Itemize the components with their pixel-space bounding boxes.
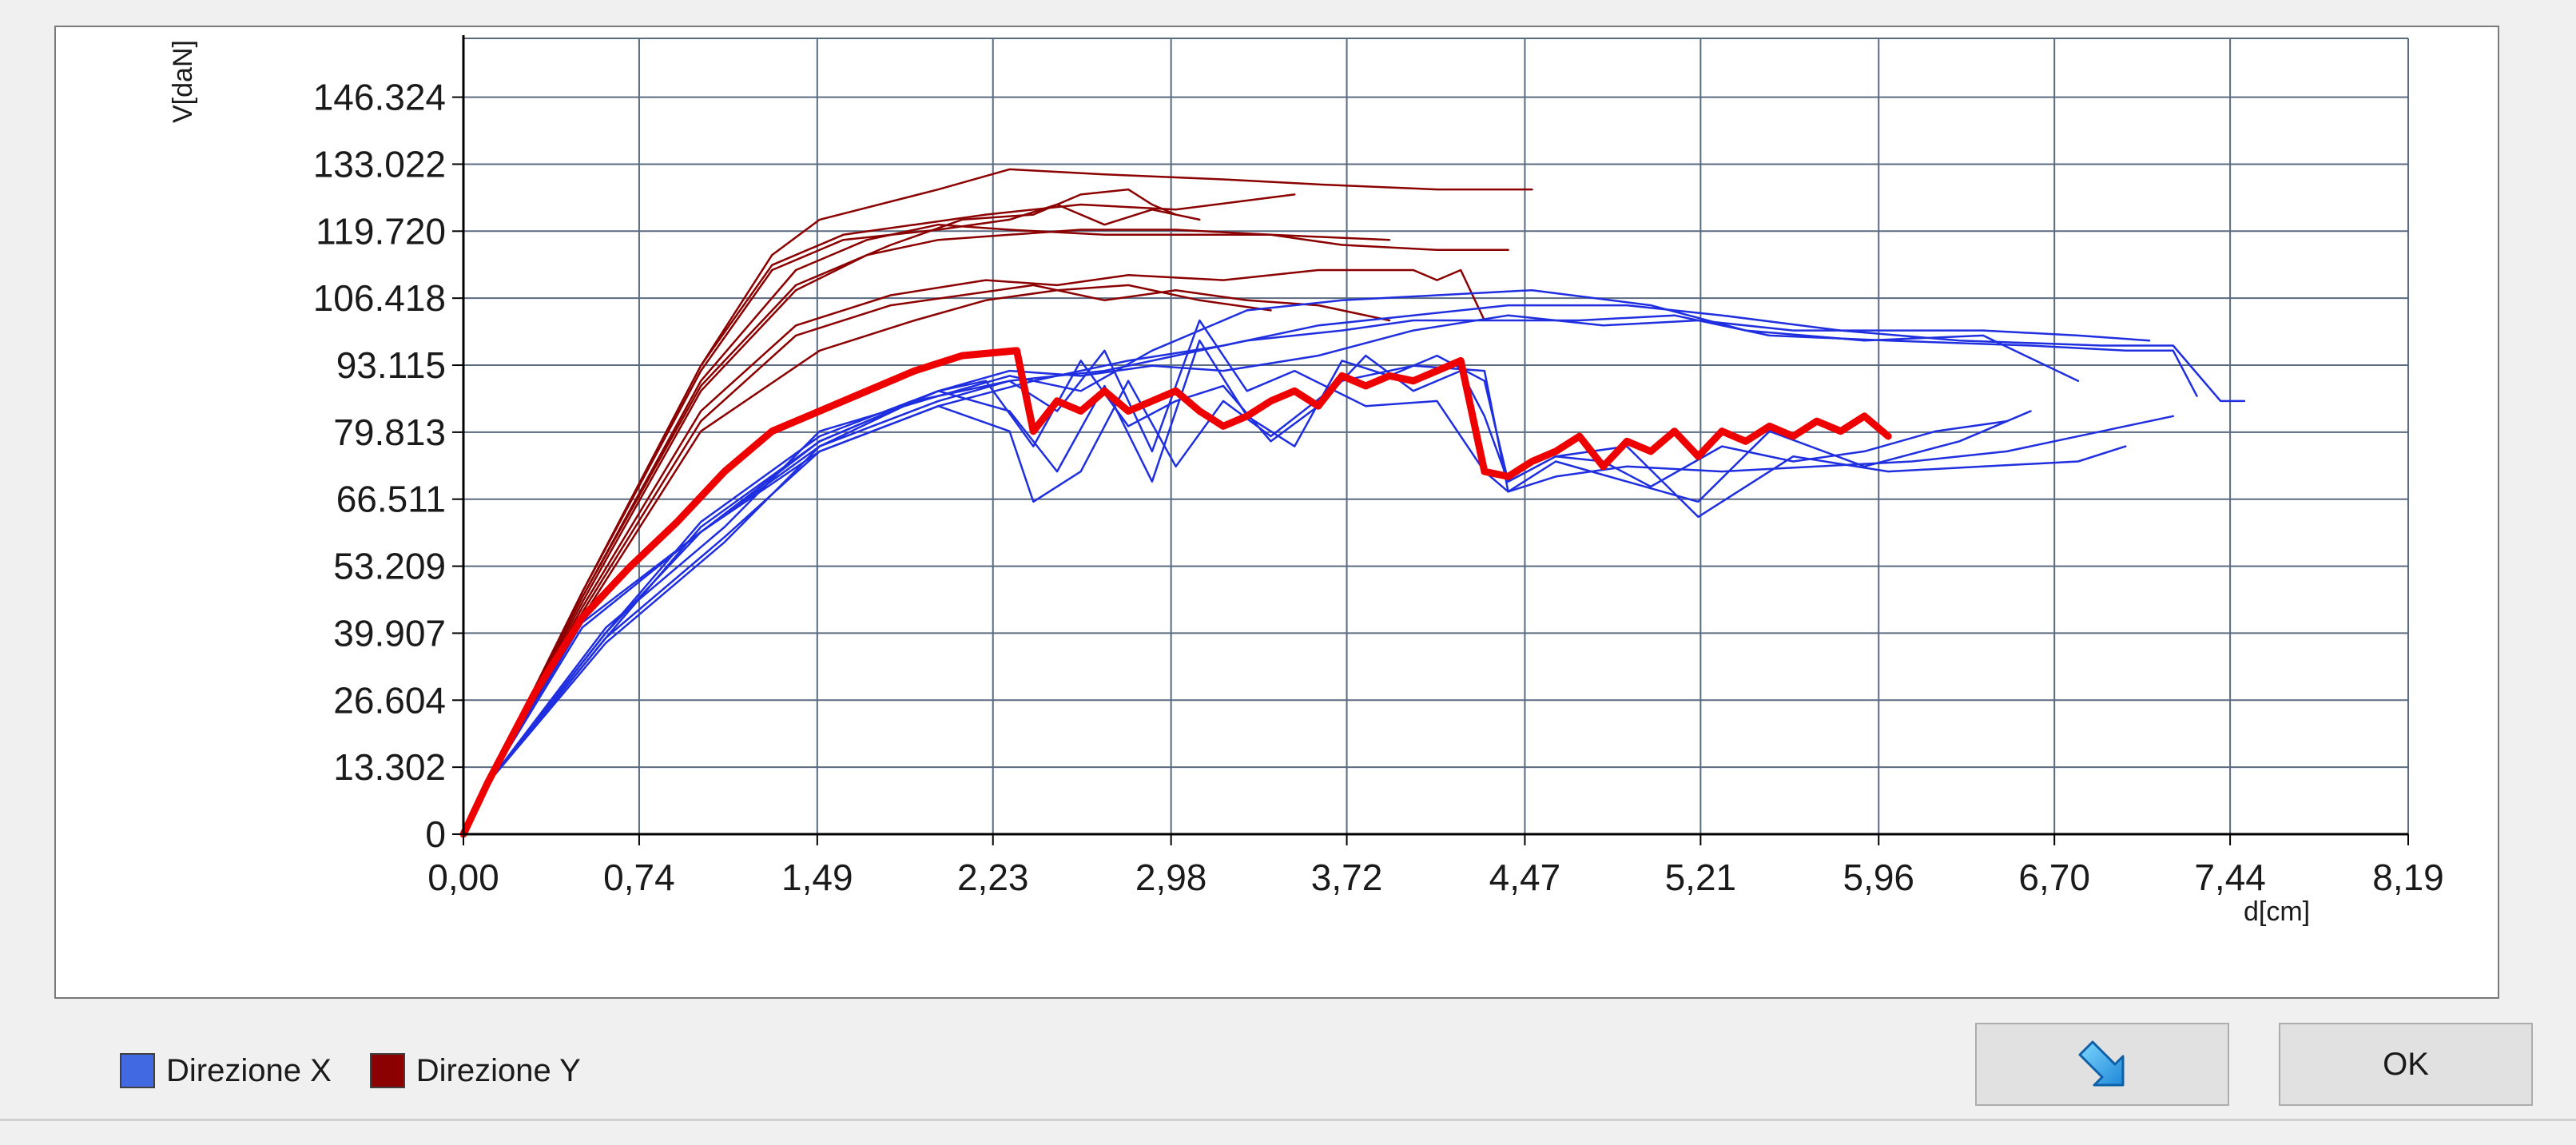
x-tick-label: 0,74	[603, 857, 675, 898]
chart-panel: 0,00 0,74 1,49 2,23 2,98 3,72 4,47 5,21 5,96 6,70…	[54, 26, 2499, 999]
y-tick-label: 146.324	[313, 77, 446, 118]
x-tick-label: 7,44	[2194, 857, 2266, 898]
series-line-direzione-x	[462, 314, 2151, 836]
series-line-direzione-y	[462, 203, 1201, 836]
legend-item-direzione-y: Direzione Y	[369, 1052, 581, 1089]
y-tick-label: 0	[425, 813, 446, 855]
y-tick-label: 79.813	[333, 411, 446, 453]
axes	[452, 35, 2409, 845]
grid-lines	[463, 38, 2409, 834]
arrow-down-right-icon	[2078, 1040, 2125, 1087]
legend-swatch-x	[120, 1053, 155, 1088]
series-line-direzione-y	[462, 284, 1272, 836]
legend-label: Direzione X	[166, 1052, 332, 1088]
series-lines	[459, 168, 2246, 838]
legend: Direzione X Direzione Y	[120, 1039, 619, 1103]
series-line-direzione-x	[462, 364, 2175, 836]
x-tick-label: 5,21	[1665, 857, 1737, 898]
series-line-direzione-y	[462, 268, 1486, 836]
y-tick-label: 119.720	[316, 210, 446, 252]
series-line-direzione-x	[462, 314, 2198, 836]
x-tick-label: 2,98	[1135, 857, 1207, 898]
series-line-direzione-y	[462, 229, 1509, 836]
y-tick-label: 26.604	[333, 679, 446, 721]
legend-swatch-y	[369, 1053, 405, 1088]
x-tick-label: 2,23	[957, 857, 1029, 898]
x-tick-label: 4,47	[1489, 857, 1561, 898]
divider	[0, 1119, 2576, 1121]
x-tick-label: 1,49	[781, 857, 853, 898]
y-tick-label: 106.418	[313, 277, 446, 319]
x-tick-label: 5,96	[1843, 857, 1914, 898]
legend-item-direzione-x: Direzione X	[120, 1053, 332, 1089]
y-tick-label: 66.511	[336, 479, 446, 520]
x-axis-title: d[cm]	[2244, 897, 2310, 927]
series-line-direzione-x	[462, 288, 2080, 836]
x-tick-label: 3,72	[1311, 857, 1383, 898]
x-tick-label: 8,19	[2372, 857, 2444, 898]
x-tick-label: 0,00	[427, 857, 499, 898]
series-line-direzione-x	[462, 319, 2032, 836]
y-tick-label: 53.209	[333, 546, 446, 587]
series-line-highlight	[459, 347, 1892, 838]
tick-labels: 0,00 0,74 1,49 2,23 2,98 3,72 4,47 5,21 5,96 6,70…	[313, 77, 2444, 898]
x-tick-label: 6,70	[2018, 857, 2090, 898]
y-axis-title: V[daN]	[168, 40, 198, 123]
export-button[interactable]	[1975, 1023, 2229, 1106]
legend-label: Direzione Y	[415, 1052, 581, 1088]
series-line-direzione-y	[462, 168, 1533, 836]
series-line-direzione-y	[462, 188, 1177, 836]
y-tick-label: 13.302	[333, 746, 446, 788]
y-tick-label: 39.907	[333, 612, 446, 654]
y-tick-label: 93.115	[336, 344, 446, 386]
y-tick-label: 133.022	[313, 143, 446, 185]
series-line-direzione-x	[462, 339, 2127, 836]
chart-plot: 0,00 0,74 1,49 2,23 2,98 3,72 4,47 5,21 5,96 6,70…	[168, 35, 2444, 927]
series-line-direzione-x	[462, 304, 2246, 836]
ok-button[interactable]: OK	[2279, 1023, 2533, 1106]
